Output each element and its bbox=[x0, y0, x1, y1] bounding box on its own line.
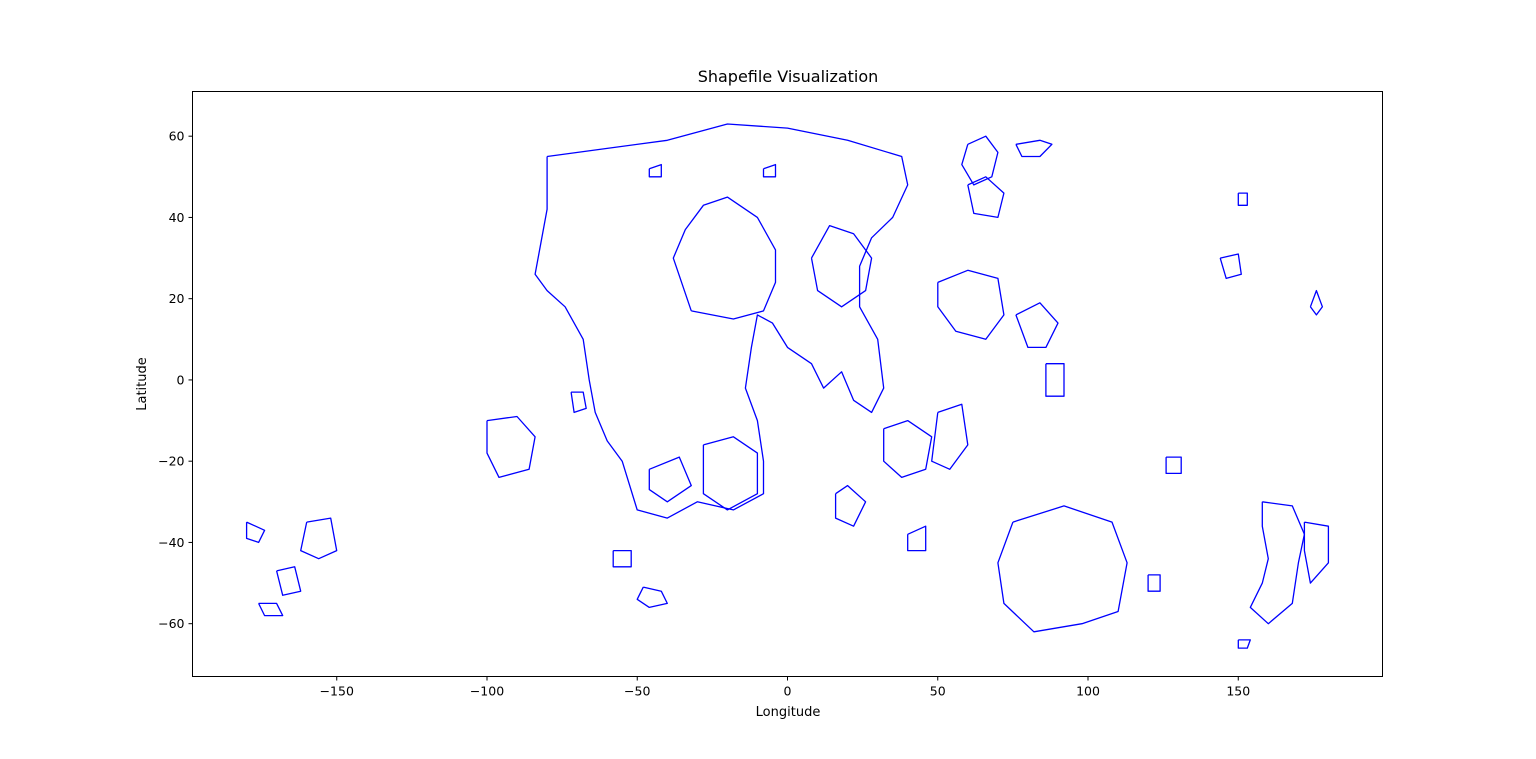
shape-outline bbox=[883, 419, 933, 479]
shape-outline bbox=[1237, 639, 1251, 649]
x-tick-label: 100 bbox=[1076, 684, 1100, 699]
shape-outline bbox=[967, 176, 1005, 219]
y-axis: −60 −40 −20 0 20 40 60 bbox=[158, 129, 193, 631]
shape-outline bbox=[534, 123, 909, 519]
shape-outline bbox=[648, 456, 692, 503]
y-tick-label: −20 bbox=[158, 454, 184, 469]
shapes-layer bbox=[245, 123, 1330, 649]
x-tick-label: 150 bbox=[1226, 684, 1250, 699]
shape-outline bbox=[636, 586, 668, 609]
shape-outline bbox=[1015, 302, 1059, 349]
y-tick-label: 20 bbox=[169, 291, 185, 306]
shape-outline bbox=[961, 135, 999, 186]
plot-frame bbox=[192, 91, 1383, 677]
shape-outline bbox=[275, 566, 302, 596]
shape-outline bbox=[1249, 501, 1306, 625]
shape-outline bbox=[762, 163, 777, 178]
shape-outline bbox=[570, 391, 587, 414]
shape-outline bbox=[1303, 521, 1330, 584]
y-tick-label: 40 bbox=[169, 210, 185, 225]
x-tick-label: −150 bbox=[320, 684, 354, 699]
shape-outline bbox=[486, 415, 536, 479]
shape-outline bbox=[258, 602, 284, 617]
shape-outline bbox=[810, 224, 873, 308]
shape-outline bbox=[1015, 139, 1053, 158]
chart-title: Shapefile Visualization bbox=[698, 67, 879, 86]
shape-outline bbox=[1219, 253, 1242, 280]
x-axis: −150 −100 −50 0 50 100 150 bbox=[320, 676, 1250, 699]
shape-outline bbox=[245, 521, 266, 544]
x-tick-label: 0 bbox=[784, 684, 792, 699]
shape-outline bbox=[672, 196, 777, 320]
y-axis-label: Latitude bbox=[135, 357, 150, 411]
shape-outline bbox=[834, 484, 867, 527]
x-tick-label: −50 bbox=[624, 684, 650, 699]
shape-outline bbox=[1309, 289, 1324, 316]
y-tick-label: −40 bbox=[158, 535, 184, 550]
shape-outline bbox=[907, 525, 927, 552]
y-tick-label: −60 bbox=[158, 616, 184, 631]
shape-outline bbox=[1237, 192, 1248, 206]
shape-outline bbox=[1147, 574, 1161, 592]
y-tick-label: 0 bbox=[177, 372, 185, 387]
x-axis-label: Longitude bbox=[756, 705, 821, 720]
shape-outline bbox=[612, 549, 632, 568]
shape-outline bbox=[937, 269, 1005, 340]
x-tick-label: 50 bbox=[930, 684, 946, 699]
shape-outline bbox=[1045, 363, 1065, 397]
y-tick-label: 60 bbox=[169, 129, 185, 144]
shape-outline bbox=[648, 163, 662, 178]
shape-outline bbox=[300, 517, 338, 560]
shape-outline bbox=[997, 505, 1128, 633]
shape-outline bbox=[931, 403, 969, 470]
plot-area bbox=[192, 91, 1383, 677]
x-tick-label: −100 bbox=[470, 684, 504, 699]
shape-outline bbox=[702, 436, 759, 511]
shape-outline bbox=[1165, 456, 1182, 475]
